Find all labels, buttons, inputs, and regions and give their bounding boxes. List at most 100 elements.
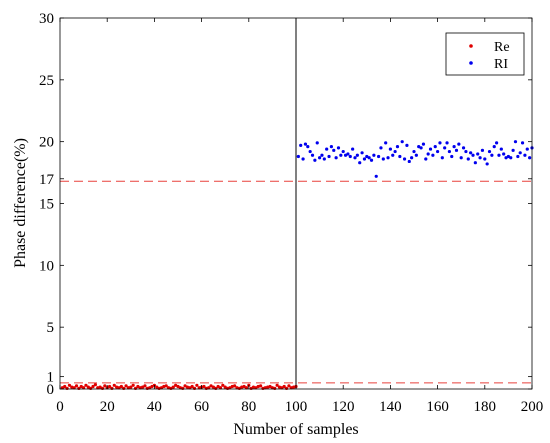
x-tick-label: 120 [332, 399, 355, 415]
point-ri-2 [301, 157, 305, 161]
point-ri-4 [306, 145, 310, 149]
point-ri-83 [492, 145, 496, 149]
point-re-32 [136, 384, 140, 389]
point-re-35 [143, 384, 147, 388]
point-ri-85 [497, 153, 501, 157]
point-re-34 [141, 385, 145, 389]
point-ri-80 [485, 162, 489, 166]
point-re-69 [223, 385, 227, 389]
point-ri-5 [308, 149, 312, 154]
point-ri-65 [450, 154, 454, 159]
point-ri-74 [471, 153, 475, 157]
point-ri-11 [322, 157, 326, 161]
point-ri-90 [509, 156, 513, 160]
point-ri-95 [520, 141, 525, 145]
point-ri-69 [459, 156, 463, 160]
point-ri-39 [388, 147, 392, 151]
point-re-8 [79, 384, 83, 389]
x-tick-label: 20 [100, 399, 115, 415]
point-ri-10 [320, 153, 324, 157]
point-re-94 [282, 384, 286, 389]
point-re-77 [242, 384, 246, 389]
point-ri-31 [369, 158, 374, 162]
point-ri-16 [334, 156, 338, 160]
point-ri-84 [495, 141, 499, 145]
point-re-78 [244, 386, 249, 390]
y-tick-label: 20 [39, 135, 54, 151]
point-ri-63 [445, 141, 449, 145]
point-ri-27 [360, 151, 364, 155]
point-ri-12 [325, 147, 329, 151]
point-ri-58 [433, 145, 437, 149]
point-re-18 [103, 384, 107, 388]
point-ri-87 [502, 152, 506, 156]
point-ri-34 [377, 154, 381, 159]
legend-marker-ri [469, 61, 473, 65]
point-ri-73 [469, 151, 473, 155]
point-re-48 [174, 383, 178, 387]
point-ri-46 [405, 143, 409, 147]
point-re-44 [164, 384, 168, 388]
point-re-95 [284, 386, 289, 390]
point-re-2 [65, 386, 69, 390]
x-tick-label: 0 [56, 399, 64, 415]
point-re-5 [72, 386, 76, 390]
point-re-25 [119, 384, 123, 389]
y-tick-label: 0 [47, 382, 55, 398]
point-ri-32 [372, 153, 376, 157]
y-tick-label: 10 [39, 258, 54, 274]
point-re-71 [228, 386, 232, 390]
point-ri-77 [478, 156, 482, 160]
y-tick-label: 30 [39, 11, 54, 27]
point-re-27 [124, 384, 128, 388]
point-ri-35 [379, 146, 383, 150]
point-ri-67 [454, 148, 459, 152]
point-ri-40 [391, 153, 395, 157]
x-axis-ticks: 0 20 40 60 80 100 120 140 160 180 200 [56, 18, 543, 415]
point-ri-68 [457, 142, 461, 146]
point-ri-45 [402, 157, 407, 161]
point-ri-89 [506, 154, 510, 159]
point-ri-75 [473, 161, 477, 165]
point-ri-96 [523, 153, 527, 157]
point-ri-19 [341, 149, 345, 154]
point-ri-43 [398, 154, 402, 159]
point-ri-94 [518, 151, 522, 155]
y-axis-label: Phase difference(%) [12, 138, 29, 268]
point-ri-64 [447, 149, 451, 154]
point-re-26 [122, 386, 126, 390]
point-re-0 [60, 386, 64, 390]
point-re-82 [254, 386, 258, 390]
point-re-10 [84, 383, 88, 387]
point-ri-81 [487, 149, 492, 154]
point-re-38 [150, 384, 154, 389]
point-re-1 [63, 384, 67, 389]
x-tick-label: 140 [379, 399, 402, 415]
point-ri-79 [483, 157, 487, 161]
point-re-47 [171, 385, 175, 389]
point-ri-50 [414, 153, 418, 157]
point-ri-82 [490, 153, 494, 157]
legend-box [445, 32, 525, 76]
point-ri-61 [440, 156, 444, 160]
point-ri-42 [395, 145, 400, 149]
point-re-52 [183, 384, 187, 388]
y-tick-label: 25 [39, 73, 54, 89]
point-ri-37 [384, 141, 388, 145]
point-ri-1 [299, 143, 303, 147]
point-re-29 [129, 385, 133, 389]
point-re-68 [221, 383, 225, 387]
point-ri-7 [313, 158, 317, 162]
point-re-54 [188, 386, 192, 390]
legend-marker-re [469, 44, 473, 48]
point-re-14 [93, 383, 97, 387]
point-ri-33 [374, 174, 378, 178]
point-ri-8 [315, 141, 319, 145]
point-ri-54 [424, 157, 428, 161]
x-tick-label: 160 [426, 399, 449, 415]
x-tick-label: 80 [241, 399, 256, 415]
point-re-66 [216, 384, 220, 389]
x-tick-label: 200 [521, 399, 544, 415]
point-ri-88 [504, 156, 508, 160]
